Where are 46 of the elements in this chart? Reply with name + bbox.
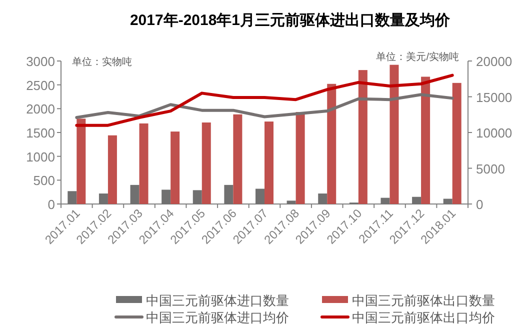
y-tick-label: 2500 [26, 78, 55, 93]
y-tick-label: 2000 [26, 102, 55, 117]
line-series [75, 93, 454, 119]
bar [452, 82, 462, 204]
line-series [75, 74, 454, 127]
bar [98, 194, 108, 204]
y2-tick-label: 5000 [476, 161, 505, 176]
bar [443, 198, 452, 204]
y-tick-label: 1000 [26, 149, 55, 164]
bar [327, 84, 336, 204]
bar [68, 191, 77, 204]
y2-tick-label: 20000 [476, 54, 512, 69]
bar [264, 122, 274, 204]
bar [202, 122, 211, 204]
bar [108, 135, 117, 204]
y2-tick-label: 0 [476, 197, 484, 212]
y-tick-label: 0 [48, 197, 55, 212]
bar [286, 200, 296, 204]
bar [170, 132, 180, 204]
bar [224, 184, 234, 204]
legend-label: 中国三元前驱体出口均价 [352, 310, 495, 325]
bar [318, 194, 328, 204]
legend-label: 中国三元前驱体出口数量 [352, 293, 495, 308]
legend-label: 中国三元前驱体进口数量 [146, 293, 289, 308]
y2-tick-label: 15000 [476, 90, 512, 105]
bar [139, 123, 148, 204]
y-tick-label: 3000 [26, 54, 55, 69]
bar [421, 76, 430, 204]
y-tick-label: 1500 [26, 126, 55, 140]
bar [192, 190, 202, 204]
bar [256, 188, 264, 204]
bar [76, 118, 86, 204]
legend-label: 中国三元前驱体进口均价 [146, 310, 289, 325]
annotation: 单位：实物吨 [72, 56, 132, 68]
bar [390, 64, 399, 204]
bar [130, 184, 140, 204]
bar [296, 112, 305, 204]
bar [162, 190, 171, 204]
bar [233, 114, 242, 204]
annotation: 单位：美元/实物吨 [376, 51, 459, 63]
title: 2017年-2018年1月三元前驱体进出口数量及均价 [130, 12, 450, 29]
y-tick-label: 500 [33, 173, 55, 188]
bar [380, 198, 390, 204]
bar [412, 196, 422, 204]
y2-tick-label: 10000 [476, 126, 512, 140]
bar [358, 70, 368, 204]
